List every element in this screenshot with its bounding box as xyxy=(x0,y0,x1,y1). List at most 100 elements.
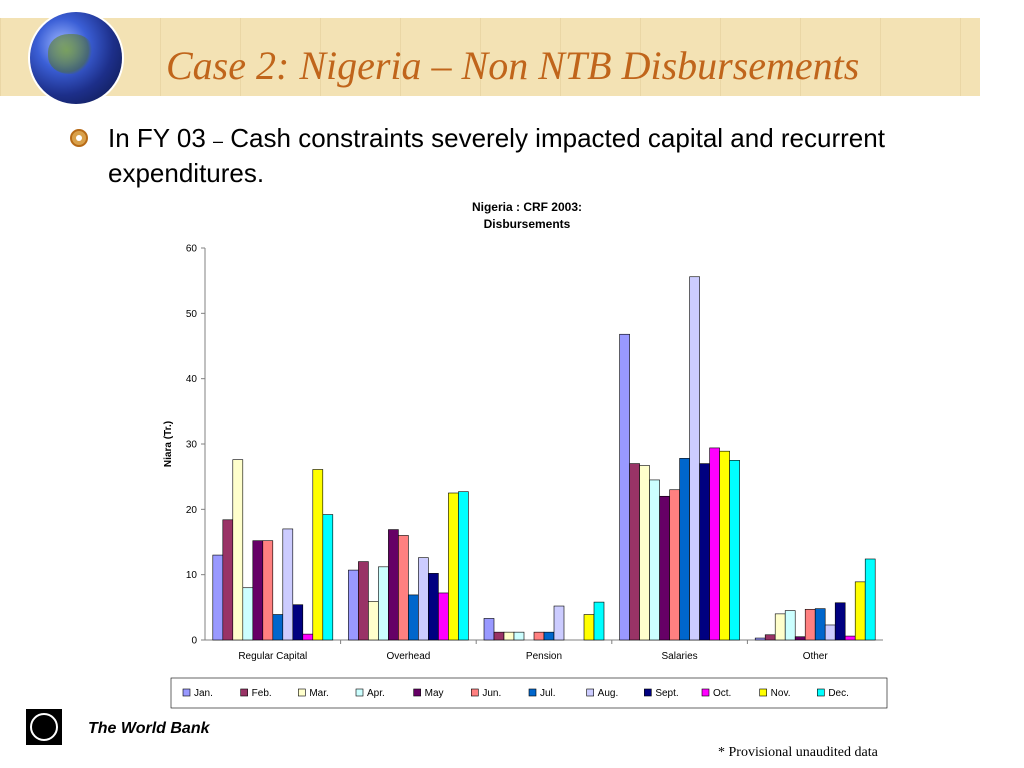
bar-sept xyxy=(699,463,710,641)
bullet-dash: – xyxy=(213,131,224,151)
bar-oct xyxy=(709,447,720,641)
bar-feb xyxy=(629,463,640,641)
bar-jul xyxy=(679,458,690,641)
bar-aug xyxy=(553,605,565,641)
globe-icon xyxy=(30,12,122,104)
y-tick-label: 40 xyxy=(186,374,198,385)
legend-label: Nov. xyxy=(771,688,791,699)
world-bank-logo xyxy=(26,709,62,745)
bar-jan xyxy=(754,637,766,641)
bar-jul xyxy=(272,614,284,641)
legend-swatch xyxy=(471,688,479,697)
bar-mar xyxy=(774,613,786,641)
bar-apr xyxy=(784,610,796,641)
bar-nov xyxy=(719,450,730,641)
legend-label: Oct. xyxy=(713,688,731,699)
y-tick-label: 0 xyxy=(191,636,197,647)
title-band xyxy=(0,18,980,96)
bar-jul xyxy=(408,594,419,641)
bar-may xyxy=(388,529,399,641)
bar-dec xyxy=(322,514,334,641)
legend-swatch xyxy=(240,688,248,697)
bar-nov xyxy=(854,581,866,641)
legend-label: May xyxy=(425,688,444,699)
bar-dec xyxy=(593,601,605,641)
bullet-text-lead: In FY 03 xyxy=(108,123,214,153)
bar-feb xyxy=(764,634,776,641)
legend-swatch xyxy=(528,688,537,697)
legend-label: Jul. xyxy=(540,688,556,699)
bullet-text-rest: Cash constraints severely impacted capit… xyxy=(108,123,885,188)
legend-label: Feb. xyxy=(252,688,272,699)
bar-may xyxy=(252,540,264,641)
slide-title: Case 2: Nigeria – Non NTB Disbursements xyxy=(166,43,860,88)
bullet-icon xyxy=(70,129,88,147)
y-tick-label: 10 xyxy=(186,570,198,581)
legend-label: Aug. xyxy=(598,688,619,699)
bar-feb xyxy=(493,631,505,641)
bar-mar xyxy=(232,459,244,641)
bar-nov xyxy=(312,469,324,641)
bar-oct xyxy=(302,633,314,641)
y-tick-label: 50 xyxy=(186,309,198,320)
bar-oct xyxy=(844,635,856,641)
legend-swatch xyxy=(701,688,710,697)
legend-label: Apr. xyxy=(367,688,385,699)
x-tick-label: Salaries xyxy=(662,651,698,662)
y-tick-label: 60 xyxy=(186,244,198,255)
bar-jan xyxy=(348,569,359,641)
bar-aug xyxy=(282,528,294,641)
bar-sept xyxy=(428,573,439,641)
bar-may xyxy=(794,636,806,641)
bar-jun xyxy=(669,489,680,641)
bar-apr xyxy=(378,566,389,641)
legend-label: Mar. xyxy=(309,688,328,699)
bar-oct xyxy=(438,592,449,641)
bar-jun xyxy=(262,540,274,641)
chart-title: Disbursements xyxy=(484,217,571,231)
bar-feb xyxy=(358,561,369,641)
legend-swatch xyxy=(355,688,364,697)
x-tick-label: Overhead xyxy=(386,651,430,662)
bar-apr xyxy=(649,479,660,641)
bar-jan xyxy=(212,554,224,641)
legend-label: Sept. xyxy=(655,688,678,699)
bar-jan xyxy=(483,618,495,641)
legend-swatch xyxy=(182,688,191,697)
bar-mar xyxy=(503,631,515,641)
footer-brand: The World Bank xyxy=(88,720,210,737)
bar-jun xyxy=(804,608,816,641)
legend-swatch xyxy=(413,688,421,697)
bar-aug xyxy=(824,624,836,641)
bar-dec xyxy=(458,491,469,641)
bar-mar xyxy=(368,601,379,641)
bar-aug xyxy=(418,557,429,641)
footnote: * Provisional unaudited data xyxy=(718,745,878,760)
bar-dec xyxy=(729,460,740,641)
y-tick-label: 30 xyxy=(186,440,198,451)
chart-title: Nigeria : CRF 2003: xyxy=(472,200,582,214)
bar-jun xyxy=(533,631,545,641)
bar-jan xyxy=(619,333,630,641)
x-tick-label: Regular Capital xyxy=(238,651,307,662)
bar-apr xyxy=(242,587,254,641)
bar-sept xyxy=(292,604,304,641)
bar-nov xyxy=(583,614,595,641)
legend-label: Dec. xyxy=(828,688,849,699)
bar-nov xyxy=(448,492,459,641)
bar-jul xyxy=(543,631,555,641)
bar-jun xyxy=(398,535,409,641)
bullet-text: In FY 03 – Cash constraints severely imp… xyxy=(108,122,988,189)
legend-swatch xyxy=(817,688,825,697)
bar-mar xyxy=(639,465,650,641)
bar-sept xyxy=(834,602,846,641)
bar-jul xyxy=(814,608,826,641)
x-tick-label: Pension xyxy=(526,651,562,662)
legend-swatch xyxy=(644,688,652,697)
bar-dec xyxy=(864,558,876,641)
bar-feb xyxy=(222,519,234,641)
bar-aug xyxy=(689,276,700,641)
y-tick-label: 20 xyxy=(186,505,198,516)
legend-swatch xyxy=(298,688,306,697)
